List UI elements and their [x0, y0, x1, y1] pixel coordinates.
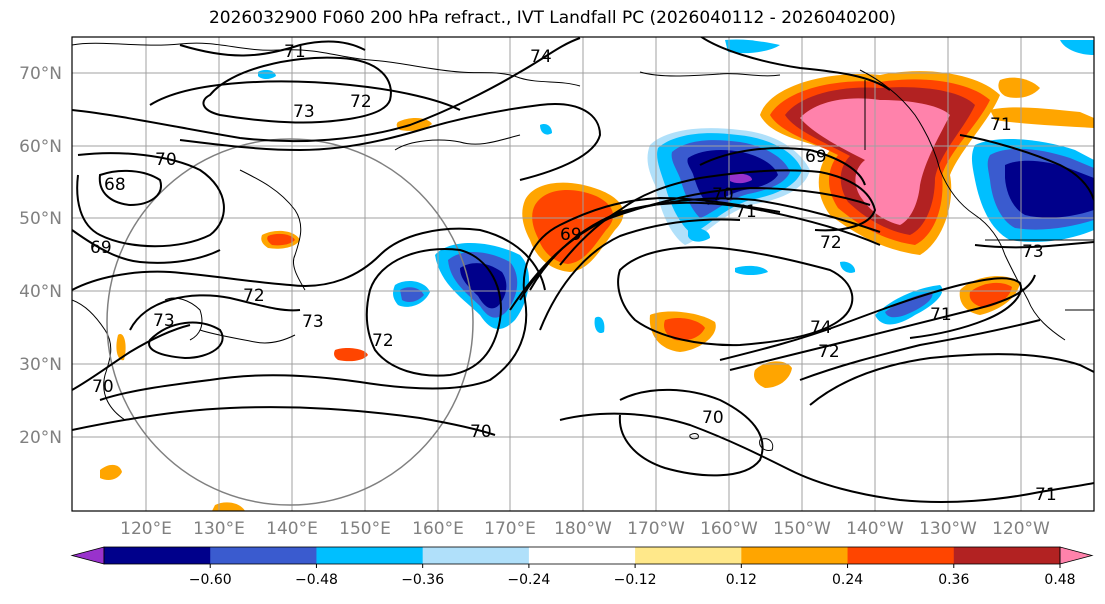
- lat-label: 70°N: [19, 64, 62, 84]
- colorbar: −0.60 −0.48 −0.36 −0.24 −0.12 0.12 0.24 0.36 0.4…: [70, 546, 1094, 588]
- contour-label: 70: [470, 422, 492, 442]
- colorbar-box: [316, 547, 424, 564]
- contour-label: 69: [560, 225, 582, 245]
- lon-label: 140°E: [266, 519, 318, 539]
- colorbar-tick-label: −0.12: [614, 572, 657, 588]
- lon-label: 120°E: [120, 519, 172, 539]
- colorbar-tick-label: −0.48: [295, 572, 338, 588]
- lon-label: 120°W: [992, 519, 1050, 539]
- contour-label: 71: [990, 115, 1012, 135]
- longitude-labels: 120°E 130°E 140°E 150°E 160°E 170°E 180°…: [120, 519, 1050, 539]
- lat-label: 40°N: [19, 282, 62, 302]
- contour-label: 74: [530, 47, 552, 67]
- map-content: 71 74 73 72 70 68 69 72 73 73 72 70 69 6…: [72, 37, 1094, 511]
- contour-label: 71: [284, 42, 306, 62]
- contour-label: 72: [243, 286, 265, 306]
- lon-label: 180°W: [554, 519, 612, 539]
- lon-label: 150°W: [773, 519, 831, 539]
- colorbar-tick-label: 0.24: [832, 572, 863, 588]
- contour-label: 72: [372, 331, 394, 351]
- refractivity-contours: [72, 37, 1094, 503]
- lon-label: 140°W: [846, 519, 904, 539]
- colorbar-extend-high: [1059, 546, 1094, 565]
- contour-label: 73: [1022, 242, 1044, 262]
- positive-anomaly-shading: [100, 71, 1094, 511]
- lon-label: 130°E: [193, 519, 245, 539]
- contour-label: 69: [90, 238, 112, 258]
- colorbar-tick-label: −0.24: [507, 572, 550, 588]
- contour-label: 70: [92, 377, 114, 397]
- contour-label: 72: [350, 92, 372, 112]
- contour-label: 72: [818, 342, 840, 362]
- map-title: 2026032900 F060 200 hPa refract., IVT La…: [208, 8, 896, 28]
- lon-label: 160°W: [700, 519, 758, 539]
- contour-label: 71: [930, 305, 952, 325]
- contour-label: 71: [1035, 485, 1057, 505]
- colorbar-box: [847, 547, 955, 564]
- contour-label: 71: [735, 202, 757, 222]
- colorbar-extend-low: [70, 546, 105, 565]
- contour-label: 73: [153, 311, 175, 331]
- contour-label: 70: [712, 185, 734, 205]
- colorbar-tick-label: −0.60: [189, 572, 232, 588]
- contour-label: 69: [805, 147, 827, 167]
- contour-label: 70: [155, 150, 177, 170]
- lat-label: 60°N: [19, 137, 62, 157]
- lon-label: 150°E: [339, 519, 391, 539]
- colorbar-box: [528, 547, 636, 564]
- colorbar-box: [741, 547, 849, 564]
- lon-label: 160°E: [412, 519, 464, 539]
- lon-label: 170°E: [484, 519, 536, 539]
- coastlines: [72, 42, 1094, 451]
- colorbar-frame: [103, 546, 1061, 565]
- colorbar-box: [635, 547, 742, 564]
- latitude-labels: 70°N 60°N 50°N 40°N 30°N 20°N: [19, 64, 62, 448]
- colorbar-box: [104, 547, 211, 564]
- lon-label: 170°W: [627, 519, 685, 539]
- lat-label: 30°N: [19, 355, 62, 375]
- lon-label: 130°W: [919, 519, 977, 539]
- colorbar-tick-label: 0.36: [938, 572, 969, 588]
- lat-label: 50°N: [19, 209, 62, 229]
- contour-labels: 71 74 73 72 70 68 69 72 73 73 72 70 69 6…: [90, 42, 1057, 505]
- contour-label: 73: [293, 102, 315, 122]
- colorbar-tick-label: −0.36: [401, 572, 444, 588]
- colorbar-box: [953, 547, 1061, 564]
- contour-label: 72: [820, 233, 842, 253]
- colorbar-box: [422, 547, 530, 564]
- contour-label: 68: [104, 175, 126, 195]
- contour-label: 70: [702, 408, 724, 428]
- colorbar-tick-label: 0.48: [1044, 572, 1075, 588]
- colorbar-tick-label: 0.12: [726, 572, 757, 588]
- map-frame: [71, 36, 1095, 512]
- lat-label: 20°N: [19, 428, 62, 448]
- range-ring: [106, 138, 474, 506]
- contour-label: 73: [302, 312, 324, 332]
- colorbar-box: [210, 547, 317, 564]
- contour-label: 74: [810, 318, 832, 338]
